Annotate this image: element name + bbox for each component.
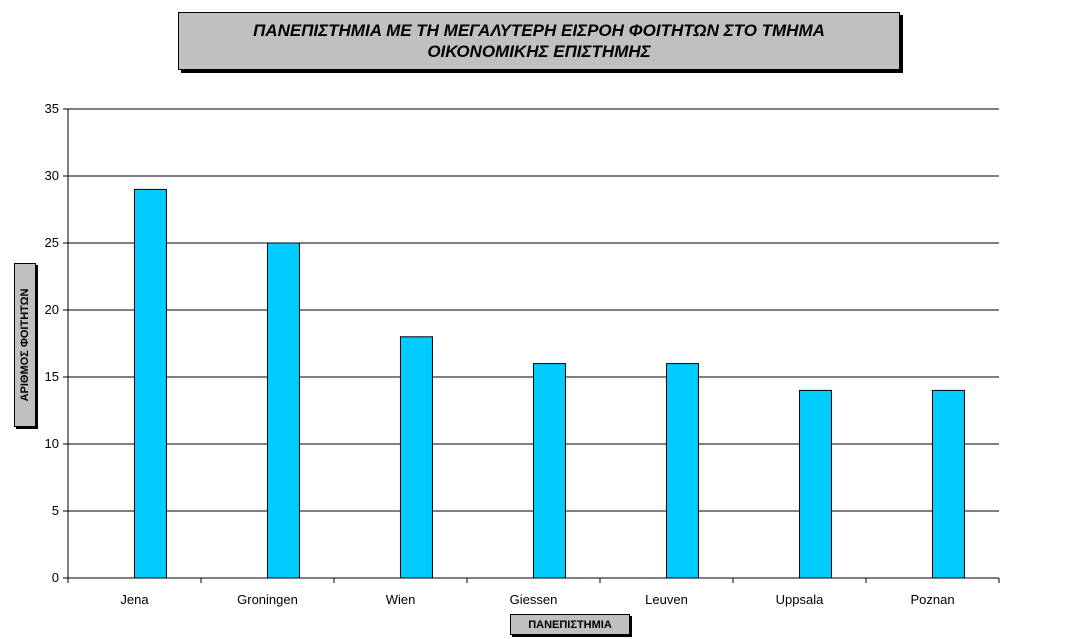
- x-tick-label: Jena: [120, 592, 149, 607]
- bar-uppsala: [798, 389, 832, 579]
- gridlines: [68, 108, 999, 512]
- chart-title-line-1: ΠΑΝΕΠΙΣΤΗΜΙΑ ΜΕ ΤΗ ΜΕΓΑΛΥΤΕΡΗ ΕΙΣΡΟΗ ΦΟΙ…: [253, 21, 825, 40]
- bar-giessen: [532, 363, 566, 579]
- x-axis-title-text: ΠΑΝΕΠΙΣΤΗΜΙΑ: [528, 618, 612, 631]
- y-tick-label: 0: [52, 570, 59, 585]
- chart-title-line-2: ΟΙΚΟΝΟΜΙΚΗΣ ΕΠΙΣΤΗΜΗΣ: [427, 42, 651, 61]
- bar-wien: [399, 336, 433, 579]
- bars: [133, 188, 965, 579]
- x-tick-label: Poznan: [910, 592, 954, 607]
- x-tick-labels: Jena Groningen Wien Giessen Leuven Uppsala Poz…: [120, 592, 954, 607]
- y-tick-label: 5: [52, 503, 59, 518]
- x-tick-label: Leuven: [645, 592, 688, 607]
- bar-groningen: [266, 242, 300, 579]
- y-tick-label: 20: [45, 302, 59, 317]
- y-tick-label: 15: [45, 369, 59, 384]
- y-tick-labels: 0 5 10 15 20 25 30 35: [45, 101, 59, 585]
- bar-poznan: [931, 389, 965, 579]
- x-tick-label: Uppsala: [776, 592, 824, 607]
- chart-title: ΠΑΝΕΠΙΣΤΗΜΙΑ ΜΕ ΤΗ ΜΕΓΑΛΥΤΕΡΗ ΕΙΣΡΟΗ ΦΟΙ…: [178, 12, 900, 70]
- bar-jena: [133, 188, 167, 579]
- y-tick-label: 35: [45, 101, 59, 116]
- x-axis-title: ΠΑΝΕΠΙΣΤΗΜΙΑ: [510, 614, 630, 635]
- y-tick-label: 10: [45, 436, 59, 451]
- y-tick-label: 25: [45, 235, 59, 250]
- x-tick-label: Giessen: [510, 592, 558, 607]
- x-tick-label: Groningen: [237, 592, 298, 607]
- y-axis-title: ΑΡΙΘΜΟΣ ΦΟΙΤΗΤΩΝ: [14, 263, 36, 427]
- x-tick-label: Wien: [386, 592, 416, 607]
- y-tick-label: 30: [45, 168, 59, 183]
- bar-leuven: [665, 363, 699, 579]
- axes: [63, 108, 1000, 583]
